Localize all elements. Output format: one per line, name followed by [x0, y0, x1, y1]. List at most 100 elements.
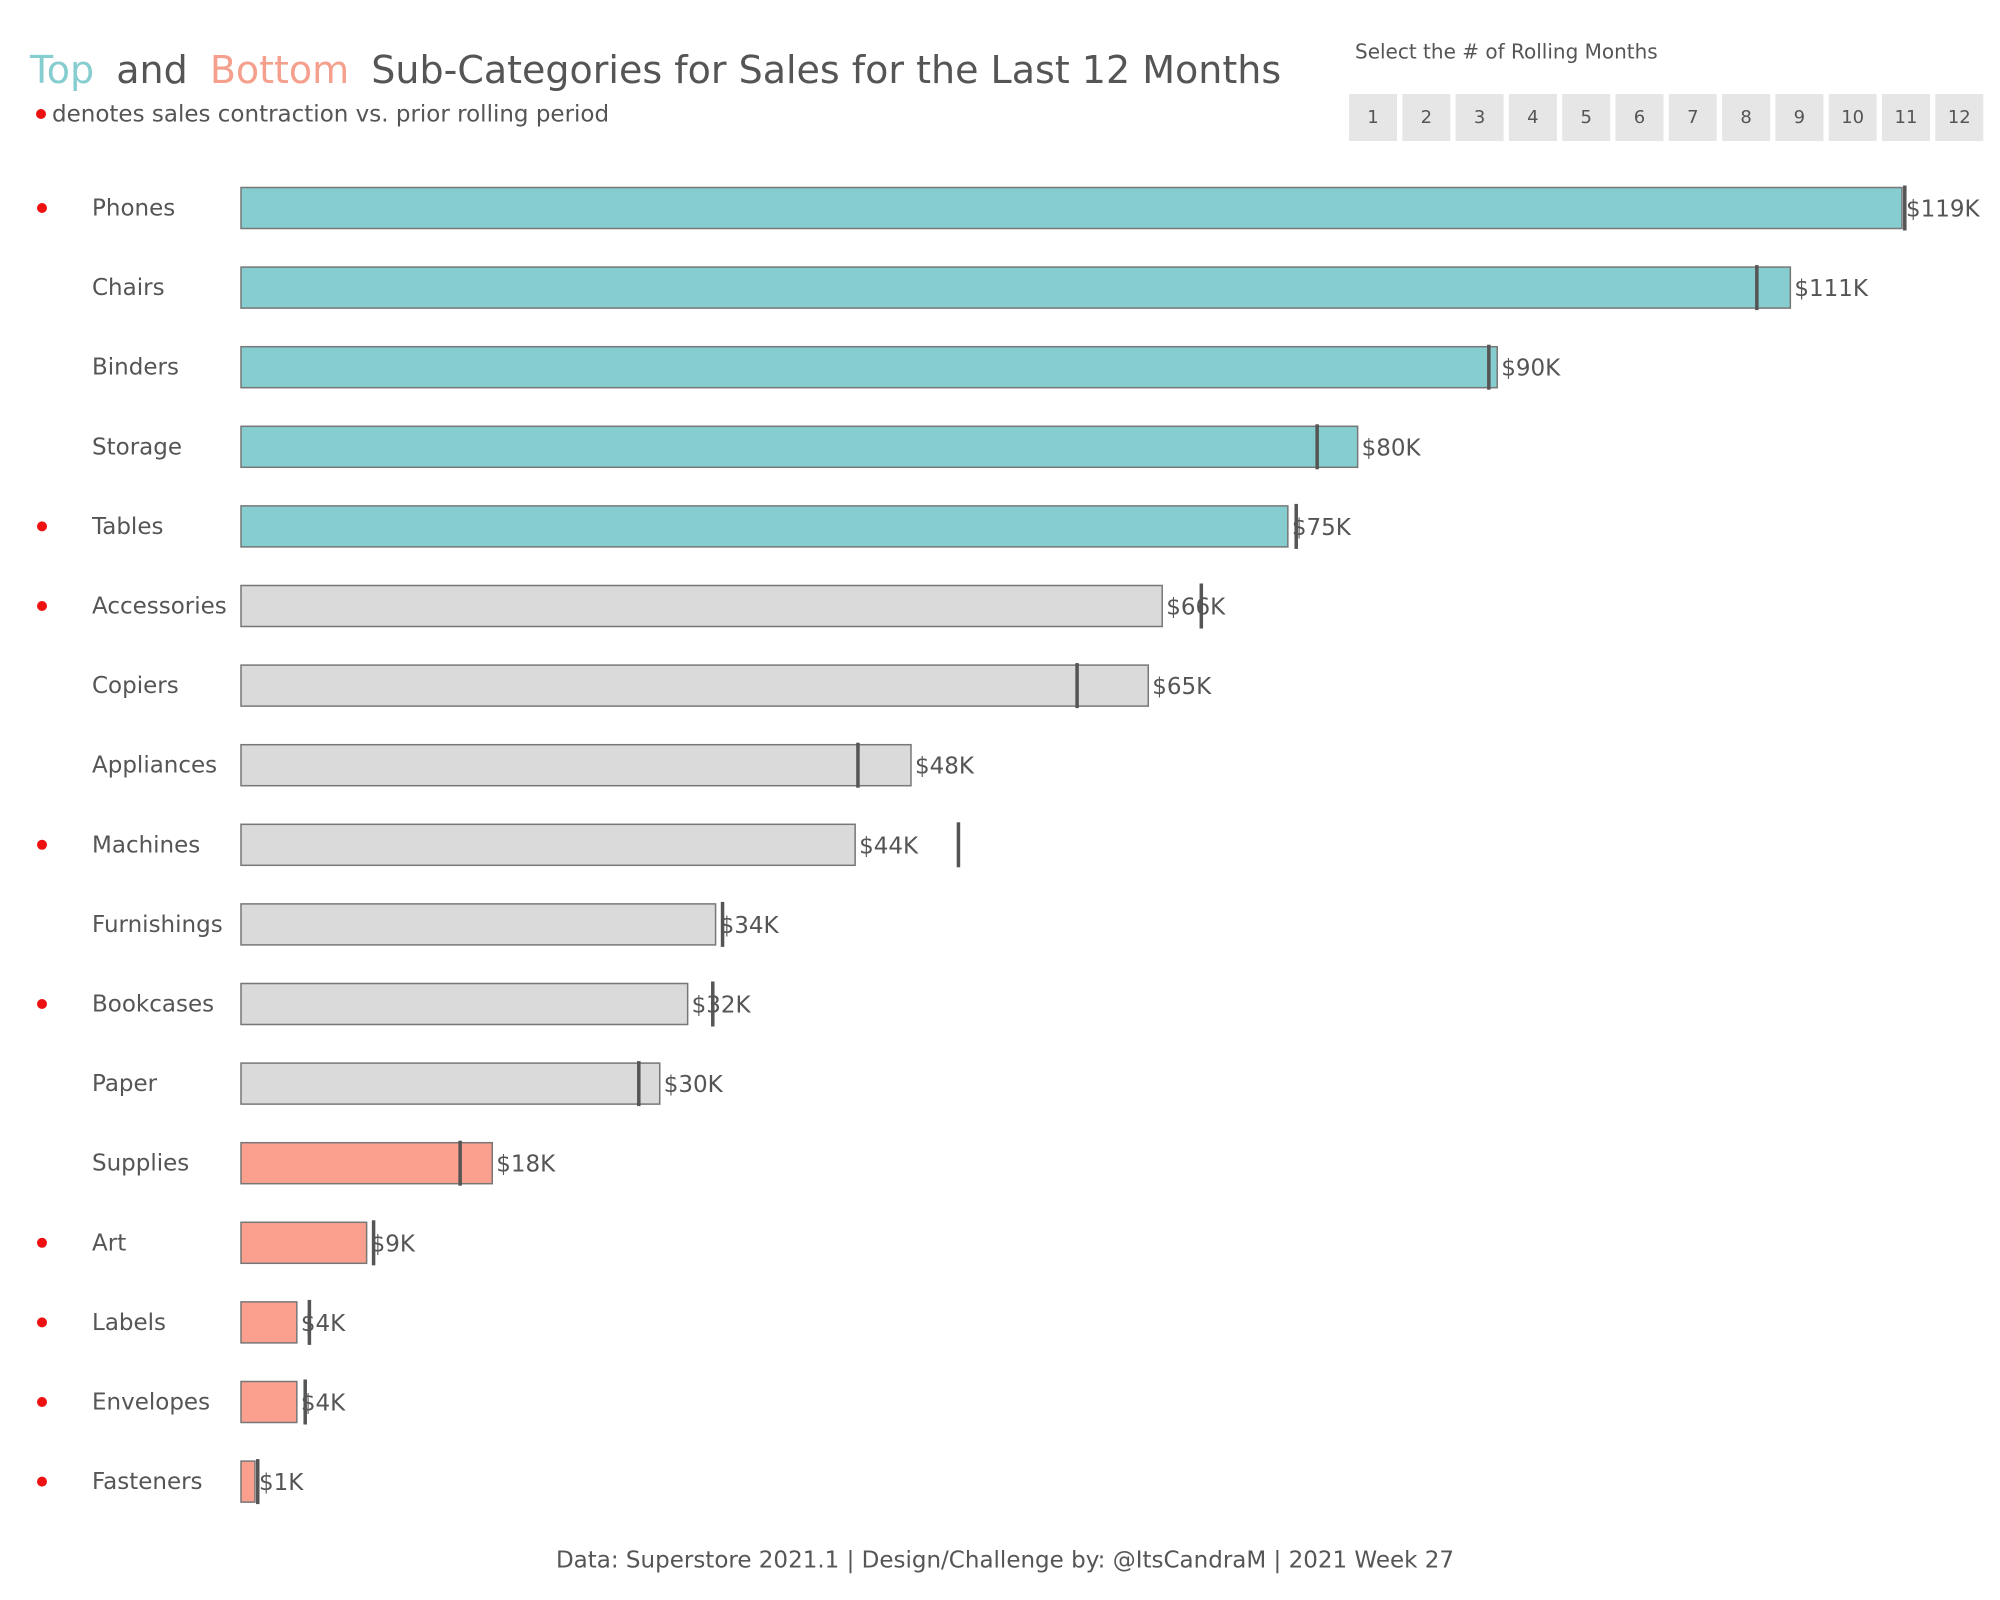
- category-label: Storage: [92, 434, 182, 460]
- bar: [240, 186, 1903, 230]
- filter-button[interactable]: 9: [1775, 94, 1824, 141]
- filter-button[interactable]: 8: [1722, 94, 1771, 141]
- button-label[interactable]: 11: [1895, 107, 1918, 128]
- category-label: Fasteners: [92, 1469, 203, 1495]
- button-bg[interactable]: [1349, 94, 1397, 141]
- category-label: Labels: [92, 1310, 166, 1336]
- footer: Data: Superstore 2021.1 | Design/Challen…: [556, 1548, 1454, 1574]
- value-label: $66K: [1166, 595, 1226, 621]
- category-label: Art: [92, 1230, 126, 1256]
- bar: [240, 1380, 298, 1424]
- bar: [240, 425, 1359, 469]
- filter-button[interactable]: 3: [1455, 94, 1504, 141]
- bar: [240, 664, 1150, 707]
- button-bg[interactable]: [1722, 94, 1771, 141]
- button-label[interactable]: 8: [1740, 107, 1751, 128]
- category-label: Supplies: [92, 1151, 189, 1177]
- contraction-dot: [37, 1237, 47, 1248]
- button-label[interactable]: 10: [1841, 107, 1864, 128]
- category-label: Appliances: [92, 753, 217, 779]
- filter-button[interactable]: 6: [1615, 94, 1664, 141]
- chart-title: Top and Bottom Sub-Categories for Sales …: [29, 48, 1281, 92]
- contraction-dot: [37, 1317, 47, 1328]
- button-bg[interactable]: [1882, 94, 1930, 141]
- contraction-dot: [37, 601, 47, 611]
- filter-button[interactable]: 7: [1668, 94, 1717, 141]
- value-label: $119K: [1906, 197, 1981, 223]
- value-label: $75K: [1292, 515, 1352, 541]
- button-bg[interactable]: [1668, 94, 1717, 141]
- button-label[interactable]: 9: [1794, 107, 1805, 128]
- bar: [240, 743, 912, 787]
- button-label[interactable]: 12: [1948, 107, 1971, 128]
- filter-button[interactable]: 12: [1935, 94, 1984, 141]
- category-label: Machines: [92, 832, 200, 858]
- filter-button[interactable]: 11: [1882, 94, 1930, 141]
- filter-button[interactable]: 2: [1402, 94, 1451, 141]
- bar: [240, 584, 1163, 628]
- contraction-dot: [37, 521, 47, 532]
- button-bg[interactable]: [1402, 94, 1451, 141]
- button-bg[interactable]: [1508, 94, 1557, 141]
- category-label: Bookcases: [92, 992, 214, 1018]
- button-label[interactable]: 5: [1580, 107, 1591, 128]
- category-label: Copiers: [92, 673, 179, 699]
- button-label[interactable]: 2: [1421, 107, 1432, 128]
- filter-button[interactable]: 10: [1828, 94, 1877, 141]
- title-part: Sub-Categories for Sales for the Last 12…: [371, 48, 1281, 92]
- bar: [240, 903, 717, 946]
- subtitle: denotes sales contraction vs. prior roll…: [52, 102, 609, 128]
- bar: [240, 1062, 661, 1105]
- contraction-dot: [37, 999, 47, 1009]
- button-label[interactable]: 4: [1527, 107, 1538, 128]
- filter-buttons: 1 2 3 4 5 6 7 8 9 10 11 12: [1349, 94, 1984, 141]
- bars: Phones $119K Chairs $111K Binders $90K Storage…: [37, 185, 1981, 1505]
- bar: [240, 345, 1498, 389]
- button-bg[interactable]: [1615, 94, 1664, 141]
- button-bg[interactable]: [1775, 94, 1824, 141]
- value-label: $30K: [664, 1072, 724, 1098]
- button-bg[interactable]: [1935, 94, 1984, 141]
- filter-button[interactable]: 5: [1562, 94, 1611, 141]
- value-label: $90K: [1501, 356, 1561, 382]
- category-label: Furnishings: [92, 912, 223, 938]
- value-label: $1K: [259, 1470, 304, 1496]
- bar: [240, 1301, 298, 1344]
- contraction-dot: [37, 1397, 47, 1407]
- category-label: Accessories: [92, 594, 227, 620]
- value-label: $48K: [915, 754, 975, 780]
- bar: [240, 505, 1289, 548]
- button-bg[interactable]: [1828, 94, 1877, 141]
- title-part: and: [116, 48, 188, 92]
- bar: [240, 982, 689, 1026]
- title-part: Bottom: [210, 48, 349, 92]
- value-label: $44K: [859, 833, 919, 859]
- value-label: $32K: [692, 993, 752, 1019]
- bar: [240, 1221, 368, 1265]
- button-bg[interactable]: [1455, 94, 1504, 141]
- value-label: $65K: [1152, 674, 1212, 700]
- button-label[interactable]: 1: [1367, 107, 1378, 128]
- value-label: $34K: [720, 913, 780, 939]
- button-bg[interactable]: [1562, 94, 1611, 141]
- button-label[interactable]: 7: [1687, 107, 1698, 128]
- contraction-dot: [37, 203, 47, 213]
- category-label: Binders: [92, 355, 179, 381]
- filter-label: Select the # of Rolling Months: [1355, 40, 1658, 64]
- title-part: Top: [29, 48, 94, 92]
- contraction-dot: [37, 839, 47, 850]
- button-label[interactable]: 3: [1474, 107, 1485, 128]
- category-label: Paper: [92, 1071, 158, 1097]
- category-label: Chairs: [92, 275, 165, 301]
- filter-button[interactable]: 1: [1349, 94, 1397, 141]
- filter-button[interactable]: 4: [1508, 94, 1557, 141]
- bar: [240, 1460, 256, 1503]
- value-label: $4K: [301, 1391, 346, 1417]
- value-label: $4K: [301, 1311, 346, 1337]
- bar: [240, 1141, 493, 1185]
- bar: [240, 266, 1792, 309]
- category-label: Tables: [91, 514, 163, 540]
- legend-dot: [36, 109, 46, 119]
- button-label[interactable]: 6: [1634, 107, 1645, 128]
